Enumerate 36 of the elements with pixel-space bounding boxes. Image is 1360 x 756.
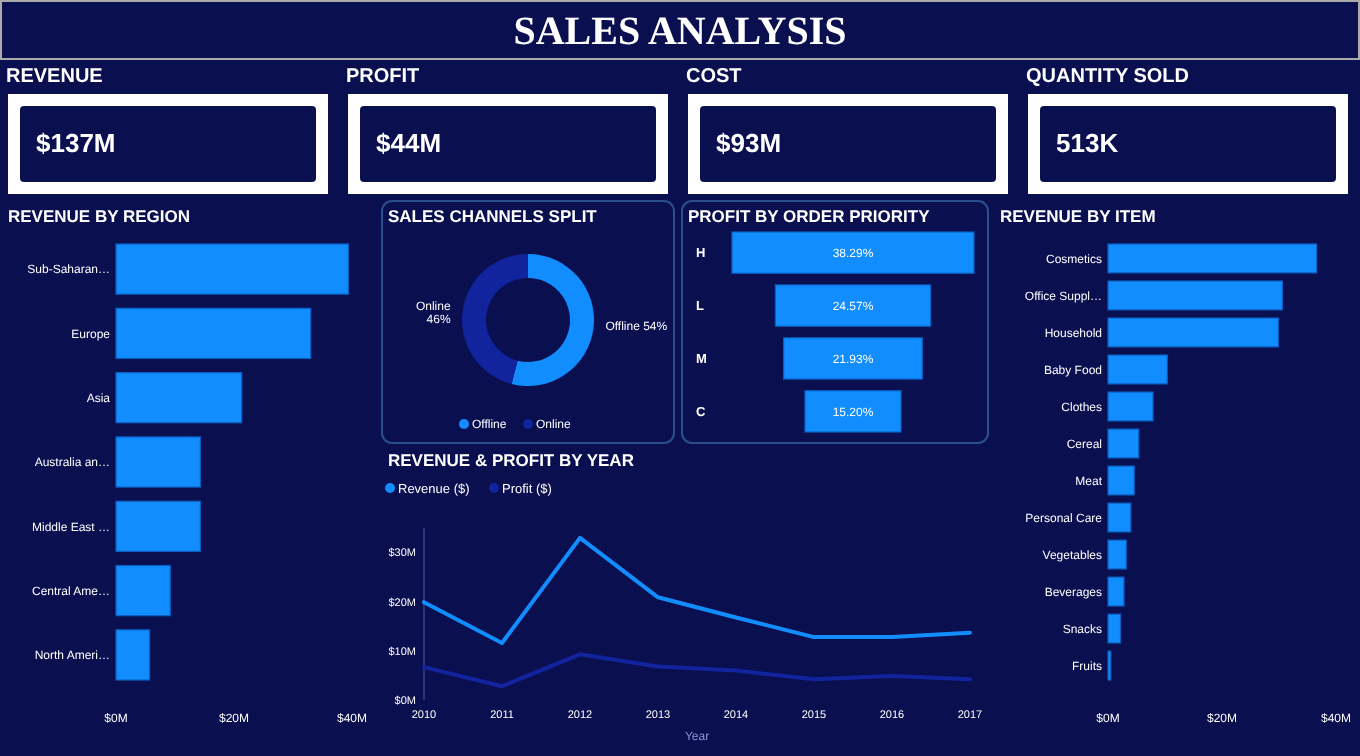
bar (1107, 576, 1125, 607)
bar (115, 629, 151, 681)
bar (1107, 391, 1154, 422)
category-label: PROFIT (346, 66, 420, 88)
text: PROFIT BY ORDER PRIORITY (688, 206, 931, 226)
bar (115, 372, 243, 424)
text: SALES ANALYSIS (513, 10, 847, 54)
category-label: COST (686, 66, 742, 88)
bar (1107, 317, 1280, 348)
line-series (422, 652, 972, 689)
bar (1107, 613, 1122, 644)
bar (1107, 243, 1318, 274)
chart-title: REVENUE & PROFIT BY YEAR (388, 450, 634, 470)
text: 513K (1056, 128, 1120, 158)
category-label: QUANTITY SOLD (1026, 66, 1189, 88)
bar (115, 436, 201, 488)
bar (1107, 354, 1168, 385)
chart-title: REVENUE BY ITEM (1000, 206, 1156, 226)
bar (1107, 465, 1135, 496)
chart-title: REVENUE BY REGION (8, 206, 191, 226)
bar (1107, 428, 1140, 459)
category-label: REVENUE (6, 66, 104, 88)
text: $93M (716, 128, 782, 158)
bar (115, 564, 171, 617)
bar (115, 307, 312, 360)
donut-slice (511, 254, 594, 386)
text: $137M (36, 128, 116, 158)
bar (1107, 280, 1284, 311)
text: $44M (376, 128, 442, 158)
chart-title: SALES CHANNELS SPLIT (388, 206, 599, 226)
bar (115, 500, 201, 552)
donut-slice (462, 254, 528, 384)
bar (115, 243, 350, 295)
line-series (422, 535, 972, 645)
bar (1107, 502, 1132, 533)
bar (1107, 539, 1127, 570)
